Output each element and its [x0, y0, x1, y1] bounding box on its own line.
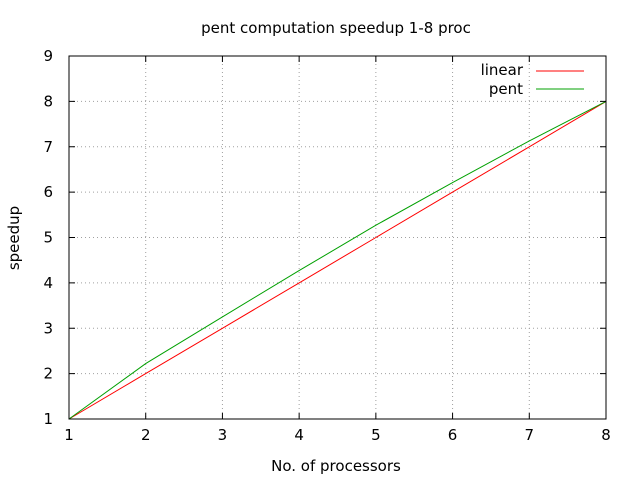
x-tick-label: 7 [525, 426, 535, 444]
series-lines [68, 100, 607, 420]
y-tick-label: 8 [43, 92, 53, 110]
chart-title: pent computation speedup 1-8 proc [201, 19, 471, 37]
axis-ticks [68, 55, 607, 420]
y-axis-label: speedup [5, 206, 23, 270]
legend: linear pent [481, 61, 584, 98]
y-tick-label: 4 [43, 274, 53, 292]
x-tick-label: 5 [371, 426, 381, 444]
y-tick-label: 1 [43, 410, 53, 428]
grid [69, 56, 606, 419]
legend-label-linear: linear [481, 61, 524, 79]
x-tick-label: 1 [64, 426, 74, 444]
x-tick-label: 8 [601, 426, 611, 444]
x-axis-label: No. of processors [271, 457, 401, 475]
y-tick-label: 6 [43, 183, 53, 201]
y-tick-labels: 1 2 3 4 5 6 7 8 9 [43, 47, 53, 428]
x-tick-label: 2 [141, 426, 151, 444]
x-tick-label: 4 [294, 426, 304, 444]
y-tick-label: 5 [43, 229, 53, 247]
series-line-pent [68, 100, 607, 420]
legend-label-pent: pent [489, 80, 523, 98]
y-tick-label: 9 [43, 47, 53, 65]
y-tick-label: 2 [43, 365, 53, 383]
x-tick-labels: 1 2 3 4 5 6 7 8 [64, 426, 611, 444]
x-tick-label: 3 [218, 426, 228, 444]
y-tick-label: 7 [43, 138, 53, 156]
series-line-linear [68, 100, 607, 420]
y-tick-label: 3 [43, 319, 53, 337]
x-tick-label: 6 [448, 426, 458, 444]
